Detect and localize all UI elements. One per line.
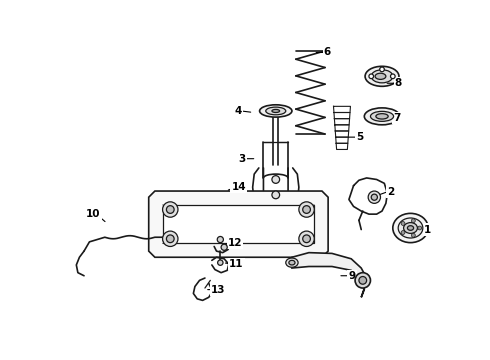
Ellipse shape (272, 109, 280, 112)
Ellipse shape (266, 107, 286, 115)
Polygon shape (163, 205, 314, 243)
Text: 1: 1 (424, 225, 431, 235)
Ellipse shape (398, 218, 423, 238)
Circle shape (418, 226, 422, 230)
Ellipse shape (260, 105, 292, 117)
Circle shape (355, 273, 370, 288)
Circle shape (412, 219, 416, 222)
Ellipse shape (404, 222, 417, 233)
Text: 14: 14 (231, 182, 246, 192)
Circle shape (359, 276, 367, 284)
Ellipse shape (365, 108, 400, 125)
Circle shape (368, 191, 381, 203)
Text: 11: 11 (229, 259, 244, 269)
Polygon shape (292, 253, 367, 297)
Text: 9: 9 (348, 271, 356, 281)
Circle shape (412, 233, 416, 237)
Circle shape (218, 260, 223, 265)
Text: 2: 2 (387, 187, 394, 197)
Ellipse shape (289, 260, 295, 265)
Ellipse shape (365, 66, 399, 86)
Text: 7: 7 (393, 113, 400, 123)
Text: 12: 12 (228, 238, 242, 248)
Circle shape (303, 235, 311, 243)
Circle shape (369, 74, 373, 78)
Ellipse shape (286, 258, 298, 267)
Circle shape (167, 235, 174, 243)
Text: 5: 5 (356, 132, 363, 142)
Text: 3: 3 (238, 154, 245, 164)
Ellipse shape (393, 213, 428, 243)
Circle shape (401, 221, 405, 225)
Text: 6: 6 (324, 48, 331, 58)
Circle shape (167, 206, 174, 213)
Circle shape (299, 202, 314, 217)
Ellipse shape (408, 226, 414, 230)
Circle shape (163, 231, 178, 247)
Circle shape (303, 206, 311, 213)
Circle shape (299, 231, 314, 247)
Text: 8: 8 (394, 78, 402, 88)
Text: 13: 13 (211, 285, 225, 294)
Circle shape (272, 191, 280, 199)
Ellipse shape (375, 73, 386, 80)
Ellipse shape (376, 114, 388, 119)
Circle shape (401, 231, 405, 234)
Ellipse shape (371, 70, 393, 83)
Circle shape (217, 237, 223, 243)
Text: 10: 10 (86, 209, 100, 219)
Circle shape (163, 202, 178, 217)
Circle shape (371, 194, 377, 200)
Ellipse shape (370, 111, 393, 121)
Circle shape (221, 244, 227, 250)
Circle shape (380, 67, 384, 72)
Circle shape (272, 176, 280, 183)
Circle shape (391, 74, 395, 78)
Text: 4: 4 (234, 106, 242, 116)
Polygon shape (149, 191, 328, 257)
